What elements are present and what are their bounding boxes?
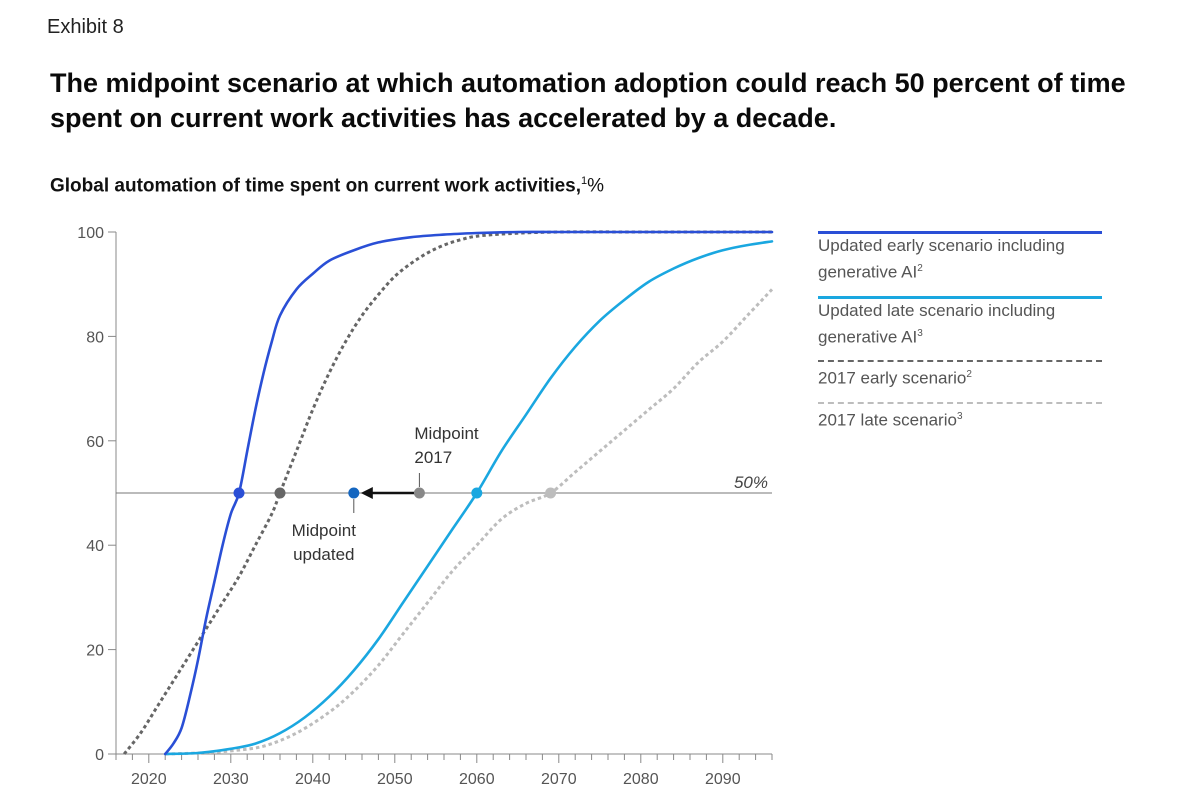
page-title: The midpoint scenario at which automatio… [50, 68, 1126, 133]
y-tick-label: 60 [86, 434, 104, 451]
x-tick-label: 2040 [295, 771, 331, 788]
shift-arrow-head [360, 487, 373, 499]
legend-line-updated-early [818, 231, 1102, 234]
y-tick-label: 80 [86, 329, 104, 346]
midpoint-marker [274, 487, 286, 499]
legend-item-updated-late: Updated late scenario including generati… [818, 295, 1102, 349]
series-updated-late-line [163, 240, 774, 756]
annotation-label: Midpoint [292, 521, 357, 540]
legend-item-2017-late: 2017 late scenario3 [818, 401, 1102, 432]
midpoint-marker [471, 487, 483, 499]
annotation-label: updated [293, 545, 354, 564]
legend-line-2017-early [818, 360, 1102, 363]
x-tick-label: 2050 [377, 771, 413, 788]
x-tick-label: 2020 [131, 771, 167, 788]
subtitle-text: Global automation of time spent on curre… [50, 175, 582, 197]
y-tick-label: 20 [86, 643, 104, 660]
x-tick-label: 2090 [705, 771, 741, 788]
chart-subtitle: Global automation of time spent on curre… [50, 175, 604, 197]
series-2017-late-line [165, 288, 774, 756]
y-tick-label: 40 [86, 538, 104, 555]
annotation-label: Midpoint [414, 424, 479, 443]
midpoint-marker [348, 487, 360, 499]
legend-line-updated-late [818, 295, 1102, 299]
y-tick-label: 100 [77, 225, 104, 242]
subtitle-unit: % [587, 175, 605, 197]
legend-label: 2017 early scenario [818, 368, 967, 388]
legend-footnote: 2 [966, 369, 972, 381]
x-tick-label: 2080 [623, 771, 659, 788]
legend-footnote: 2 [917, 263, 923, 274]
legend: Updated early scenario including generat… [818, 231, 1102, 444]
legend-item-updated-early: Updated early scenario including generat… [818, 231, 1102, 284]
legend-line-2017-late [818, 401, 1102, 404]
reference-line-label: 50% [734, 473, 768, 492]
series-2017-early-line [123, 230, 772, 755]
legend-item-2017-early: 2017 early scenario2 [818, 360, 1102, 390]
y-tick-label: 0 [95, 747, 104, 764]
legend-footnote: 3 [956, 410, 963, 422]
legend-label: 2017 late scenario [818, 410, 957, 430]
legend-footnote: 3 [917, 327, 923, 339]
midpoint-marker [233, 487, 245, 499]
legend-label: Updated late scenario including generati… [818, 300, 1056, 347]
exhibit-label: Exhibit 8 [47, 16, 124, 38]
legend-label: Updated early scenario including generat… [818, 236, 1065, 282]
midpoint-marker [545, 487, 557, 499]
series-updated-early-line [163, 230, 774, 756]
x-tick-label: 2030 [213, 771, 249, 788]
x-tick-label: 2060 [459, 771, 495, 788]
annotation-label: 2017 [414, 448, 452, 467]
subtitle-footnote: 1 [581, 175, 588, 187]
x-tick-label: 2070 [541, 771, 577, 788]
midpoint-marker [413, 487, 425, 499]
